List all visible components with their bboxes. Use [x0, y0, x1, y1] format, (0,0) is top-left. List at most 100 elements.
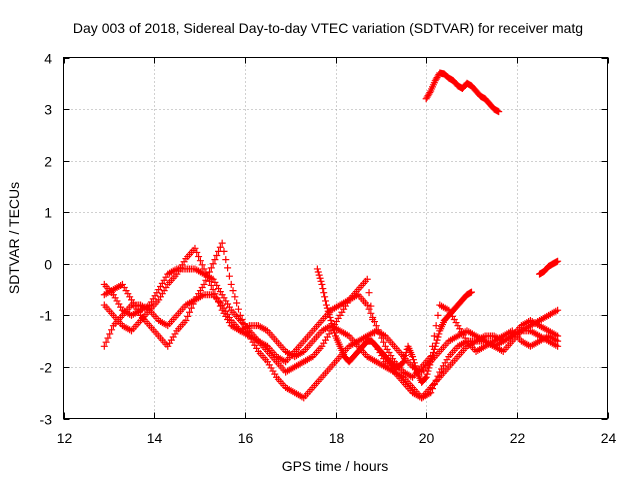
gridlines	[63, 57, 608, 419]
data-point	[157, 282, 165, 290]
data-point	[162, 340, 170, 348]
data-point	[117, 281, 125, 289]
data-point	[307, 339, 315, 347]
data-point	[307, 386, 315, 394]
data-point	[361, 333, 369, 341]
data-point	[399, 359, 407, 367]
data-point	[242, 324, 250, 332]
data-point	[383, 345, 391, 353]
data-point	[253, 344, 261, 352]
data-point	[400, 355, 408, 363]
data-point	[298, 348, 306, 356]
data-point	[420, 375, 428, 383]
data-point	[171, 330, 179, 338]
data-point	[108, 287, 116, 295]
data-point	[436, 368, 444, 376]
data-point	[325, 330, 333, 338]
data-point	[216, 302, 224, 310]
data-point	[352, 292, 360, 300]
x-tick-label: 24	[601, 430, 617, 446]
data-point	[434, 350, 442, 358]
data-point	[365, 289, 373, 297]
data-point	[162, 321, 170, 329]
data-point	[423, 370, 431, 378]
data-point	[321, 293, 329, 301]
y-axis-ticks: -3 -2 -1 0 1 2 3 4	[40, 51, 608, 428]
data-point	[372, 322, 380, 330]
data-point	[225, 272, 233, 280]
data-point	[330, 326, 338, 334]
y-tick-label: -1	[40, 308, 53, 324]
data-point	[144, 308, 152, 316]
data-point	[411, 362, 419, 370]
data-point	[180, 303, 188, 311]
data-point	[327, 317, 335, 325]
data-point	[367, 302, 375, 310]
data-point	[323, 333, 331, 341]
data-point	[401, 352, 409, 360]
data-point	[102, 338, 110, 346]
data-point	[224, 300, 232, 308]
data-point	[370, 357, 378, 365]
data-point	[180, 258, 188, 266]
data-point	[316, 319, 324, 327]
data-point	[205, 268, 213, 276]
data-point	[178, 261, 186, 269]
data-point	[329, 323, 337, 331]
data-points	[100, 69, 562, 402]
data-point	[126, 303, 134, 311]
data-point	[452, 319, 460, 327]
data-point	[135, 319, 143, 327]
data-point	[238, 315, 246, 323]
data-point	[236, 311, 244, 319]
y-tick-label: 3	[44, 102, 52, 118]
data-point	[443, 305, 451, 313]
data-point	[218, 291, 226, 299]
data-point	[189, 265, 197, 273]
y-tick-label: 0	[44, 257, 52, 273]
data-point	[324, 307, 332, 315]
data-point	[158, 279, 166, 287]
data-point	[128, 296, 135, 304]
data-point	[461, 344, 469, 352]
x-tick-label: 16	[238, 430, 254, 446]
data-point	[506, 339, 514, 347]
data-point	[430, 380, 438, 388]
data-point	[213, 252, 221, 260]
data-point	[158, 290, 166, 298]
data-point	[534, 338, 542, 346]
data-point	[365, 305, 373, 313]
data-point	[361, 299, 369, 307]
data-point	[488, 338, 496, 346]
data-point	[115, 300, 123, 308]
data-point	[234, 305, 242, 313]
data-point	[421, 374, 429, 382]
data-point	[407, 361, 415, 369]
chart-title: Day 003 of 2018, Sidereal Day-to-day VTE…	[73, 20, 583, 36]
data-point	[289, 350, 297, 358]
data-point	[271, 370, 279, 378]
data-point	[193, 248, 201, 256]
data-point	[380, 338, 388, 346]
data-point	[196, 257, 204, 265]
x-axis-label: GPS time / hours	[282, 458, 389, 474]
data-point	[553, 258, 561, 266]
data-point	[244, 331, 252, 339]
data-point	[234, 326, 242, 334]
data-point	[407, 381, 415, 389]
data-point	[153, 330, 161, 338]
data-point	[439, 362, 447, 370]
data-point	[461, 334, 469, 342]
data-point	[543, 326, 551, 334]
data-point	[322, 297, 330, 305]
data-point	[111, 294, 119, 302]
series-track-5	[313, 265, 475, 386]
data-point	[452, 344, 460, 352]
data-point	[316, 344, 324, 352]
data-point	[198, 292, 206, 300]
data-point	[196, 287, 204, 295]
data-point	[479, 336, 487, 344]
data-point	[467, 289, 475, 297]
data-point	[314, 268, 322, 276]
